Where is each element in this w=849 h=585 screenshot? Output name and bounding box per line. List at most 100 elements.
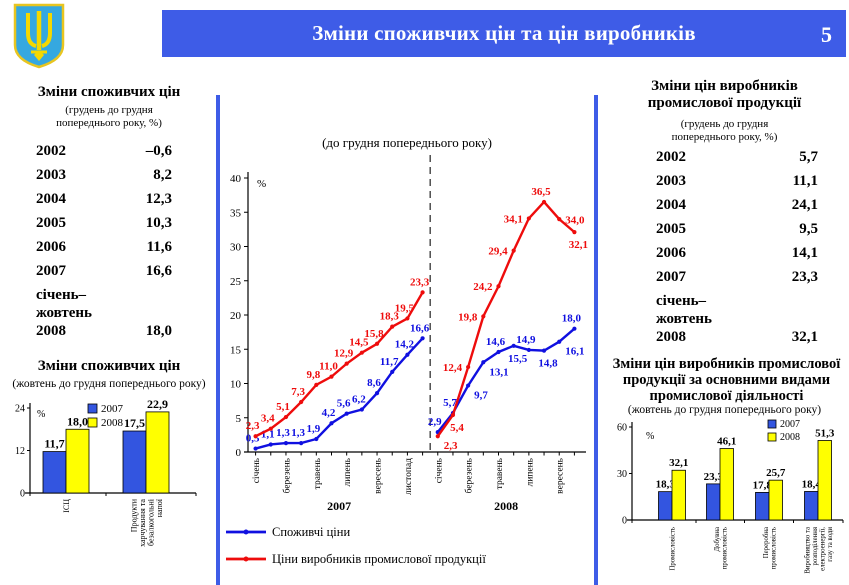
data-point — [299, 440, 304, 446]
data-point — [253, 446, 258, 451]
y-tick-label: 5 — [236, 413, 242, 425]
data-label: 8,6 — [367, 377, 381, 389]
category-label: Виробництво тарозподіленняелектроенергії… — [804, 527, 834, 574]
row-year: 2003 — [656, 173, 686, 189]
data-point — [374, 341, 380, 346]
legend-swatch — [87, 417, 98, 428]
legend-label: 2008 — [101, 417, 124, 429]
bar — [755, 492, 770, 521]
cpi-table-subtitle: (грудень до грудня попереднього року, %) — [56, 104, 162, 129]
ppi-table-subtitle: (грудень до грудня попереднього року, %) — [671, 118, 778, 143]
main-chart-panel: (до грудня попереднього року) 0 5 10 15 20 25… — [216, 95, 598, 585]
bar — [817, 440, 832, 521]
data-point — [283, 414, 289, 420]
row-year: 2002 — [656, 149, 686, 165]
data-point — [420, 336, 425, 341]
data-point — [405, 316, 410, 321]
bar-value-label: 17,8 — [753, 479, 773, 491]
ppi-bar-chart: 0 30 60% 18,3 32,1 Промисловість 23,3 46,1 Добув… — [617, 419, 844, 574]
y-tick-label: 40 — [230, 173, 242, 185]
row-year: 2007 — [36, 263, 66, 279]
bar-value-label: 18,3 — [656, 479, 676, 491]
y-tick-label: 0 — [20, 489, 25, 500]
month-label: березень — [281, 457, 292, 493]
data-point — [481, 314, 486, 319]
data-point — [511, 248, 516, 253]
bar — [671, 469, 686, 521]
y-axis-unit: % — [257, 178, 266, 190]
price-line-chart: 0 5 10 15 20 25 30 35 40 % січень березень травень ли… — [226, 155, 588, 566]
category-label: Промисловість — [670, 527, 677, 571]
bar — [719, 448, 734, 521]
table-row: 2006 14,1 — [656, 244, 818, 262]
data-point — [405, 352, 410, 357]
data-point — [557, 217, 562, 222]
row-value: 18,0 — [145, 323, 172, 339]
data-label: 11,0 — [319, 361, 338, 373]
data-point — [268, 426, 273, 431]
row-year: 2006 — [656, 245, 686, 261]
table-row: 2003 8,2 — [36, 166, 172, 184]
table-row: 2004 24,1 — [656, 196, 818, 214]
data-label: 24,2 — [473, 281, 493, 293]
row-year: 2006 — [36, 239, 66, 255]
legend-label: 2007 — [780, 419, 800, 430]
data-point — [283, 440, 289, 446]
bar-value-label: 23,3 — [704, 471, 724, 483]
y-tick-label: 25 — [230, 276, 242, 288]
row-value: 11,6 — [146, 239, 172, 255]
table-row: січень– жовтень 2008 18,0 — [36, 286, 172, 340]
data-label: 23,3 — [410, 276, 430, 288]
data-label: 14,2 — [395, 339, 415, 351]
data-point — [481, 360, 486, 365]
cpi-bar-subtitle: (жовтень до грудня попереднього року) — [12, 378, 206, 390]
data-label: 7,3 — [291, 386, 305, 398]
data-point — [450, 412, 456, 418]
cpi-table-title: Зміни споживчих цін — [37, 84, 181, 100]
data-point — [268, 442, 273, 447]
month-label: вересень — [556, 457, 566, 493]
title-bar: Зміни споживчих цін та цін виробників 5 — [162, 10, 846, 57]
data-label: 6,2 — [352, 394, 366, 406]
row-year: 2005 — [36, 215, 66, 231]
legend-swatch — [87, 403, 98, 414]
data-label: 3,4 — [261, 413, 275, 425]
data-label: 1,9 — [306, 423, 320, 435]
row-value: 5,7 — [799, 149, 818, 165]
table-row: 2002 5,7 — [656, 148, 818, 166]
data-point — [253, 434, 258, 439]
data-label: 14,9 — [516, 334, 536, 346]
bar-value-label: 17,5 — [124, 416, 145, 430]
table-row: 2005 10,3 — [36, 214, 172, 232]
row-value: 12,3 — [145, 191, 172, 207]
bar — [768, 479, 783, 521]
trident-icon — [26, 11, 52, 61]
data-point — [496, 284, 501, 289]
row-year: 2007 — [656, 269, 686, 285]
bar — [42, 451, 67, 494]
y-tick-label: 30 — [617, 469, 627, 480]
row-year: 2005 — [656, 221, 686, 237]
bar-value-label: 11,7 — [44, 437, 64, 451]
data-label: 34,0 — [565, 215, 585, 227]
data-label: 5,7 — [443, 397, 457, 409]
category-label: Добувнапромисловість — [714, 527, 729, 569]
y-tick-label: 12 — [15, 446, 25, 457]
y-tick-label: 0 — [236, 447, 242, 459]
year-label: 2007 — [327, 499, 351, 513]
legend-swatch — [767, 432, 777, 442]
month-label: вересень — [374, 457, 384, 493]
data-point — [359, 350, 364, 355]
data-point — [435, 434, 440, 439]
table-row: 2003 11,1 — [656, 172, 818, 190]
row-value: 11,1 — [792, 173, 818, 189]
row-value: –0,6 — [145, 143, 172, 159]
data-label: 14,8 — [538, 358, 558, 370]
month-label: січень — [252, 457, 262, 483]
data-label: 14,5 — [349, 337, 369, 349]
category-label: Продуктихарчування табезалкогольнінапої — [129, 498, 164, 547]
y-tick-label: 30 — [230, 242, 242, 254]
data-label: 9,7 — [474, 390, 488, 402]
row-value: 14,1 — [791, 245, 818, 261]
bar-value-label: 32,1 — [669, 457, 688, 469]
